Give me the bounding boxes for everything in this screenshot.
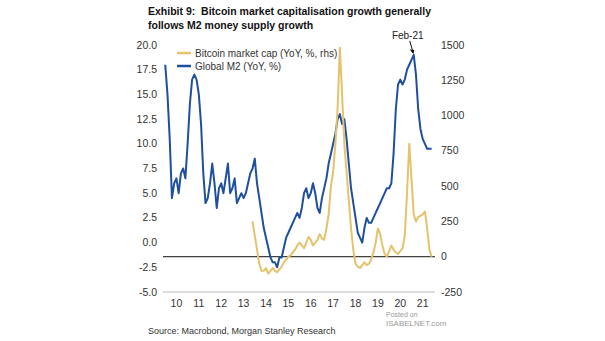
y2-tick-label: 250 [441, 215, 459, 227]
source: Source: Macrobond, Morgan Stanley Resear… [148, 326, 336, 336]
legend-label: Bitcoin market cap (YoY, %, rhs) [195, 48, 337, 59]
x-axis-line [163, 292, 435, 293]
y-tick-label: 0.0 [142, 236, 157, 248]
y-tick-label: 5.0 [142, 187, 157, 199]
plot-area [165, 48, 431, 274]
x-tick-label: 11 [193, 297, 204, 309]
y-tick-label: 17.5 [137, 63, 158, 75]
series-line [253, 48, 432, 274]
y-tick-label: 12.5 [137, 113, 158, 125]
chart-title: Exhibit 9: Bitcoin market capitalisation… [148, 4, 458, 32]
y2-tick-label: 1500 [441, 39, 465, 51]
x-tick-label: 16 [305, 297, 317, 309]
y-tick-label: -5.0 [139, 286, 157, 298]
y-tick-label: 10.0 [137, 137, 158, 149]
y-tick-label: 20.0 [137, 39, 158, 51]
y2-tick-label: 1250 [441, 74, 465, 86]
y-tick-label: 7.5 [142, 162, 157, 174]
x-tick-label: 14 [260, 297, 272, 309]
x-tick-label: 12 [215, 297, 227, 309]
zero-line [163, 256, 435, 257]
y-tick-label: 15.0 [137, 88, 158, 100]
x-tick-label: 19 [372, 297, 384, 309]
chart: -5.0 -2.5 0.0 2.5 5.0 7.5 10.0 12.5 15.0 17.5 20.0… [0, 0, 605, 341]
y2-tick-label: 1000 [441, 109, 465, 121]
x-tick-label: 20 [394, 297, 406, 309]
y2-tick-label: 0 [441, 250, 447, 262]
watermark: ISABELNET.com [386, 319, 447, 328]
legend-swatch [177, 52, 191, 55]
x-tick-label: 15 [283, 297, 295, 309]
annotation-arrow [410, 41, 414, 53]
series-line [165, 55, 431, 267]
y2-tick-label: 500 [441, 180, 459, 192]
page: {"chart_data": { "type": "line", "title"… [0, 0, 605, 341]
x-tick-label: 18 [350, 297, 362, 309]
x-tick-label: 10 [171, 297, 183, 309]
watermark: Posted on [386, 311, 418, 318]
x-tick-label: 17 [327, 297, 339, 309]
y2-tick-label: 750 [441, 144, 459, 156]
y-tick-label: -2.5 [139, 261, 157, 273]
legend-swatch [177, 65, 191, 68]
x-tick-label: 13 [238, 297, 250, 309]
legend-label: Global M2 (YoY, %) [195, 61, 281, 72]
y2-tick-label: -250 [441, 286, 462, 298]
annotation: Feb-21 [392, 30, 424, 41]
y-tick-label: 2.5 [142, 211, 157, 223]
x-tick-label: 21 [417, 297, 429, 309]
annotation-arrowhead [410, 49, 415, 54]
